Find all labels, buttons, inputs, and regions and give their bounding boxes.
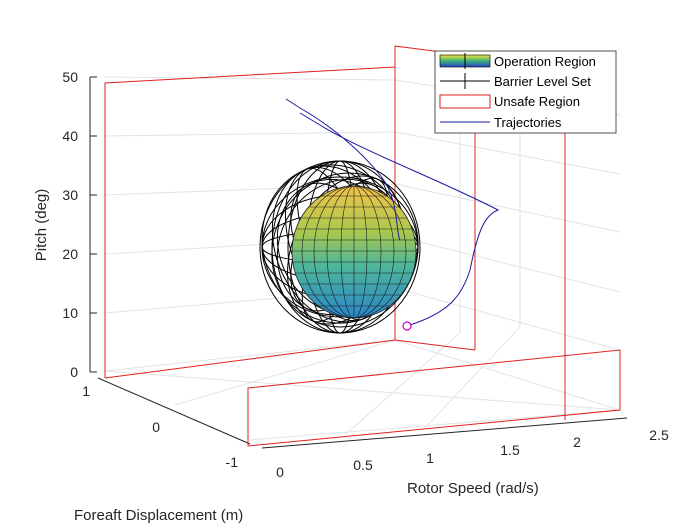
z-axis: 0 10 20 30 40 50 Pitch (deg)	[33, 69, 97, 380]
z-tick-label: 50	[62, 69, 78, 85]
z-tick-label: 10	[62, 305, 78, 321]
z-tick-label: 30	[62, 187, 78, 203]
grid-lines	[104, 55, 621, 441]
y-tick-label: 0	[152, 419, 160, 435]
legend-item-operation-region: Operation Region	[439, 53, 596, 69]
y-tick-label: 1	[82, 383, 90, 399]
x-tick-label: 2	[573, 434, 581, 450]
trajectories	[285, 98, 500, 331]
x-axis: 0 0.5 1 1.5 2 2.5 Rotor Speed (rad/s)	[276, 427, 669, 497]
legend-item-barrier-level-set: Barrier Level Set	[440, 73, 591, 89]
x-tick-label: 1	[426, 450, 434, 466]
y-axis: -1 0 1 Foreaft Displacement (m)	[74, 383, 243, 524]
legend-label: Operation Region	[494, 54, 596, 69]
legend-item-unsafe-region: Unsafe Region	[439, 94, 580, 109]
operation-region	[291, 185, 417, 319]
z-tick-label: 0	[70, 364, 78, 380]
legend-label: Barrier Level Set	[494, 74, 591, 89]
trajectory-line	[285, 98, 500, 326]
z-tick-label: 40	[62, 128, 78, 144]
x-axis-label: Rotor Speed (rad/s)	[407, 480, 539, 497]
y-axis-label: Foreaft Displacement (m)	[74, 507, 243, 524]
legend: Operation Region Barrier Level Set Unsaf…	[434, 50, 617, 134]
x-tick-label: 1.5	[500, 442, 520, 458]
y-tick-label: -1	[226, 454, 239, 470]
trajectory-endpoint	[402, 321, 412, 331]
x-tick-label: 0.5	[353, 457, 373, 473]
axes	[89, 77, 628, 449]
x-tick-label: 0	[276, 464, 284, 480]
legend-item-trajectories: Trajectories	[440, 115, 562, 130]
z-tick-label: 20	[62, 246, 78, 262]
legend-label: Trajectories	[494, 115, 562, 130]
z-axis-label: Pitch (deg)	[33, 189, 50, 262]
legend-label: Unsafe Region	[494, 94, 580, 109]
x-tick-label: 2.5	[649, 427, 669, 443]
